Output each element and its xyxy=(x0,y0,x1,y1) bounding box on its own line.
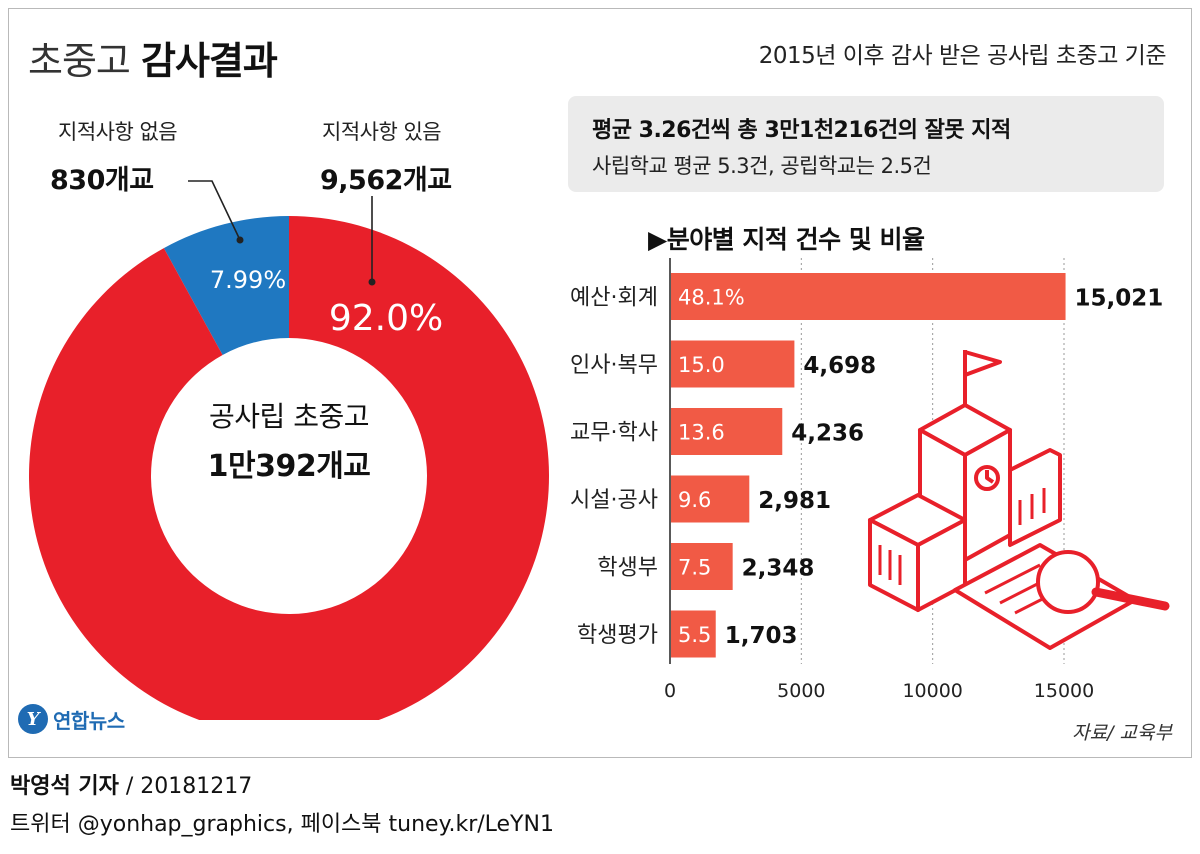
donut-label-some: 92.0% xyxy=(329,298,443,339)
category-label: 교무·학사 xyxy=(570,421,658,446)
value-label: 2,348 xyxy=(742,556,815,582)
title-light: 초중고 xyxy=(28,39,131,83)
bar xyxy=(671,273,1066,320)
donut-center-label: 공사립 초중고 1만392개교 xyxy=(150,395,428,485)
value-label: 4,236 xyxy=(791,421,864,447)
percent-label: 48.1% xyxy=(678,286,745,310)
school-illustration xyxy=(868,350,1170,650)
some-label: 지적사항 있음 xyxy=(322,120,442,144)
bar xyxy=(671,475,750,523)
bar-chart: 0 5000 10000 15000 예산·회계 48.1% 15,021 인사·복무 15.0… xyxy=(570,258,1170,702)
value-label: 15,021 xyxy=(1075,286,1164,312)
none-value: 830개교 xyxy=(50,165,154,196)
source-note: 자료/ 교육부 xyxy=(1072,722,1172,744)
donut-label-none: 7.99% xyxy=(210,266,286,294)
value-label: 1,703 xyxy=(725,623,798,649)
category-label: 예산·회계 xyxy=(570,286,658,311)
footer-date: / 20181217 xyxy=(118,774,253,799)
donut-center-line2: 1만392개교 xyxy=(207,449,371,484)
magnifier-handle xyxy=(1091,587,1170,611)
footer-author: 박영석 기자 xyxy=(10,774,119,799)
bar xyxy=(671,408,783,455)
document-line xyxy=(984,563,1041,595)
footer-sns: 트위터 @yonhap_graphics, 페이스북 tuney.kr/LeYN… xyxy=(10,812,554,837)
x-tick-label: 5000 xyxy=(777,680,825,702)
title-bold: 감사결과 xyxy=(140,39,278,83)
clock-hands xyxy=(985,470,995,484)
leader-dot-none xyxy=(236,236,244,244)
magnifier-lens xyxy=(1036,550,1100,614)
percent-label: 5.5 xyxy=(678,623,711,647)
value-label: 2,981 xyxy=(758,488,831,514)
yonhap-logo-icon: Y xyxy=(18,704,48,734)
flag xyxy=(963,350,1002,377)
bar-chart-heading: ▶분야별 지적 건수 및 비율 xyxy=(648,225,925,254)
donut-slice-some xyxy=(29,216,549,720)
bar xyxy=(671,610,716,658)
some-value: 9,562개교 xyxy=(320,165,452,196)
donut-center-line1: 공사립 초중고 xyxy=(209,400,369,433)
leader-line-none xyxy=(188,180,241,241)
summary-box: 평균 3.26건씩 총 3만1천216건의 잘못 지적 사립학교 평균 5.3건… xyxy=(568,96,1164,192)
percent-label: 7.5 xyxy=(678,556,711,580)
category-label: 인사·복무 xyxy=(570,353,658,378)
x-tick-label: 15000 xyxy=(1034,680,1094,702)
subtitle: 2015년 이후 감사 받은 공사립 초중고 기준 xyxy=(758,43,1167,69)
bar xyxy=(671,340,795,388)
donut-chart: 92.0% 7.99% xyxy=(29,180,549,720)
category-label: 학생부 xyxy=(597,556,658,581)
page-title: 초중고 감사결과 xyxy=(28,30,278,85)
percent-label: 13.6 xyxy=(678,421,725,445)
yonhap-logo: Y 연합뉴스 xyxy=(18,704,125,734)
value-label: 4,698 xyxy=(803,353,876,379)
tower-right xyxy=(963,428,1012,562)
percent-label: 15.0 xyxy=(678,353,725,377)
category-label: 시설·공사 xyxy=(570,488,658,513)
wing-right xyxy=(1008,448,1062,547)
x-tick-label: 0 xyxy=(664,680,676,702)
percent-label: 9.6 xyxy=(678,488,711,512)
logo-text: 연합뉴스 xyxy=(53,708,125,733)
summary-line1: 평균 3.26건씩 총 3만1천216건의 잘못 지적 xyxy=(592,118,1011,143)
none-label: 지적사항 없음 xyxy=(58,120,178,144)
footer-credit: 박영석 기자 / 20181217 xyxy=(10,768,252,800)
category-label: 학생평가 xyxy=(577,623,658,648)
donut-slice-none xyxy=(163,216,289,356)
x-tick-label: 10000 xyxy=(902,680,962,702)
summary-line2: 사립학교 평균 5.3건, 공립학교는 2.5건 xyxy=(592,154,932,178)
bar xyxy=(671,543,733,590)
leader-dot-some xyxy=(368,278,376,286)
